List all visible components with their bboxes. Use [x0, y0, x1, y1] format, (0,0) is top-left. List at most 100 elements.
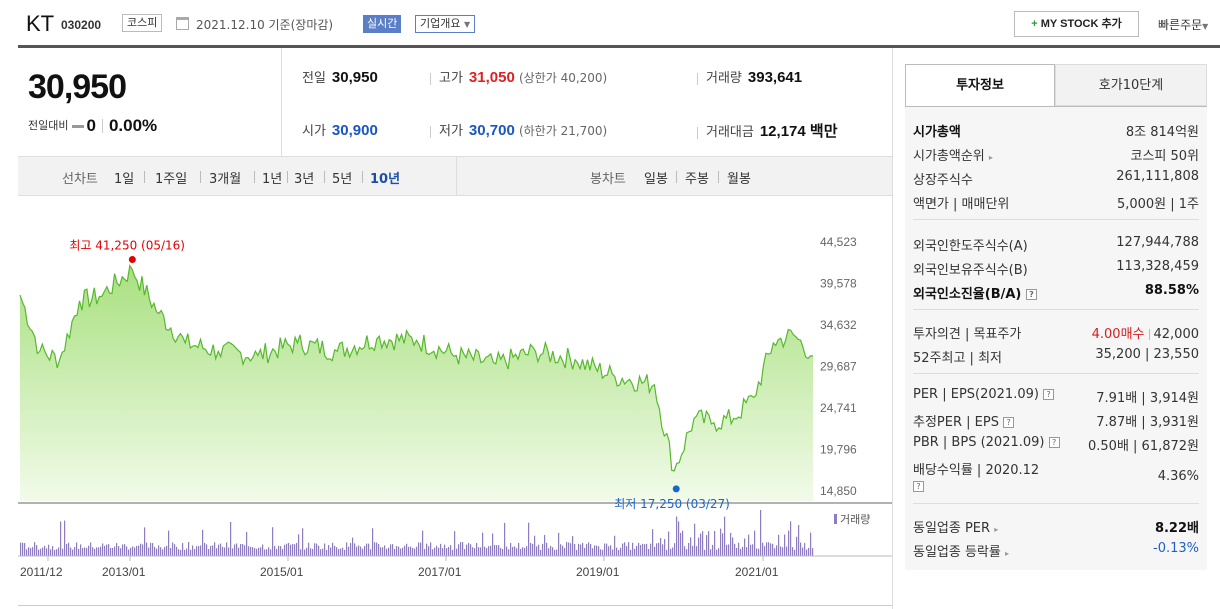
volume-bar [412, 547, 414, 556]
volume-bar [386, 548, 388, 556]
company-overview-label: 기업개요 [420, 17, 461, 30]
volume-bar [486, 548, 488, 556]
volume-bar [74, 547, 76, 556]
x-tick-label: 2013/01 [102, 565, 146, 579]
volume-bar [646, 543, 648, 556]
volume-bar [132, 546, 134, 556]
volume-bar [270, 549, 272, 556]
volume-bar [70, 547, 72, 556]
volume-bar [484, 546, 486, 556]
help-icon[interactable]: ? [1025, 289, 1037, 300]
tab-weekly[interactable]: 주봉 [685, 172, 709, 187]
volume-bar [578, 543, 580, 556]
volume-bar [320, 549, 322, 556]
row-value: 8조 814억원 [1126, 121, 1199, 140]
volume-bar [752, 544, 754, 556]
volume-bar [776, 545, 778, 556]
help-icon[interactable]: ? [913, 481, 924, 492]
volume-bar [596, 545, 598, 556]
help-icon[interactable]: ? [1043, 389, 1055, 400]
volume-bar [96, 547, 98, 556]
volume-bar [116, 543, 118, 556]
volume-bar [102, 543, 104, 556]
volume-bar [154, 546, 156, 556]
y-tick-label: 14,850 [820, 484, 857, 498]
x-tick-label: 2011/12 [20, 565, 63, 579]
volume-bar [344, 549, 346, 556]
volume-bar [58, 547, 60, 556]
volume-bar [216, 548, 218, 556]
open-value: 30,900 [331, 122, 378, 139]
volume-bar [770, 543, 772, 556]
volume-bar [680, 532, 682, 556]
volume-bar [86, 547, 88, 556]
tab-5y[interactable]: 5년 [332, 172, 353, 187]
price-chart[interactable]: 44,523 39,578 34,632 29,687 24,741 19,796 14,8… [0, 196, 892, 609]
volume-bar [336, 547, 338, 556]
volume-bar [492, 533, 494, 556]
help-icon[interactable]: ? [1003, 417, 1015, 428]
divider [892, 48, 893, 609]
realtime-button[interactable]: 실시간 [363, 15, 402, 33]
volume-bar [576, 549, 578, 556]
volume-bar [780, 546, 782, 556]
volume-bar [436, 545, 438, 556]
volume-bar [56, 549, 58, 556]
volume-bar [138, 545, 140, 556]
volume-bar [342, 547, 344, 556]
divider [697, 126, 698, 139]
volume-bar [260, 547, 262, 556]
volume-bar [480, 547, 482, 556]
tab-order-book[interactable]: 호가10단계 [1055, 64, 1207, 106]
row-label: 액면가 | 매매단위 [913, 197, 1010, 212]
tab-investment-info[interactable]: 투자정보 [905, 64, 1055, 106]
tab-daily[interactable]: 일봉 [644, 172, 668, 187]
volume-bar [772, 543, 774, 556]
volume-bar [758, 548, 760, 556]
tab-1y[interactable]: 1년 [262, 172, 283, 187]
low-value: 30,700 [468, 122, 515, 139]
tab-1d[interactable]: 1일 [114, 172, 135, 187]
volume-bar [376, 542, 378, 556]
tab-10y[interactable]: 10년 [370, 172, 401, 187]
volume-bar [282, 549, 284, 556]
volume-bar [214, 542, 216, 556]
volume-bar [786, 546, 788, 556]
volume-bar [28, 547, 30, 556]
industry-change-label: 동일업종 등락률 [913, 545, 1001, 560]
volume-bar [26, 549, 28, 556]
volume-bar [472, 547, 474, 556]
calendar-icon [176, 17, 189, 30]
volume-bar [280, 546, 282, 556]
volume-bar [32, 547, 34, 556]
volume-bar [692, 545, 694, 556]
volume-bar [204, 542, 206, 556]
volume-bar [600, 549, 602, 556]
volume-bar [668, 531, 670, 556]
volume-bar [802, 547, 804, 556]
volume-bar [660, 537, 662, 556]
help-icon[interactable]: ? [1048, 437, 1060, 448]
volume-bar [180, 549, 182, 556]
volume-bar [318, 545, 320, 556]
volume-bar [766, 542, 768, 556]
tab-3m[interactable]: 3개월 [209, 172, 242, 187]
volume-bar [768, 542, 770, 556]
divider [718, 171, 719, 183]
volume-bar [644, 544, 646, 556]
tab-1w[interactable]: 1주일 [155, 172, 188, 187]
volume-bar [598, 546, 600, 556]
my-stock-add-button[interactable]: + MY STOCK 추가 [1014, 11, 1139, 37]
divider [362, 171, 363, 183]
volume-bar [246, 531, 248, 556]
tab-3y[interactable]: 3년 [294, 172, 315, 187]
tab-monthly[interactable]: 월봉 [727, 172, 751, 187]
volume-bar [266, 549, 268, 556]
volume-bar [172, 542, 174, 556]
x-tick-label: 2015/01 [260, 565, 304, 579]
volume-bar [612, 549, 614, 556]
company-overview-dropdown[interactable]: 기업개요 ▼ [415, 15, 476, 33]
quick-order-dropdown[interactable]: 빠른주문▼ [1158, 16, 1208, 33]
volume-bar [708, 531, 710, 556]
volume-bar [234, 544, 236, 556]
